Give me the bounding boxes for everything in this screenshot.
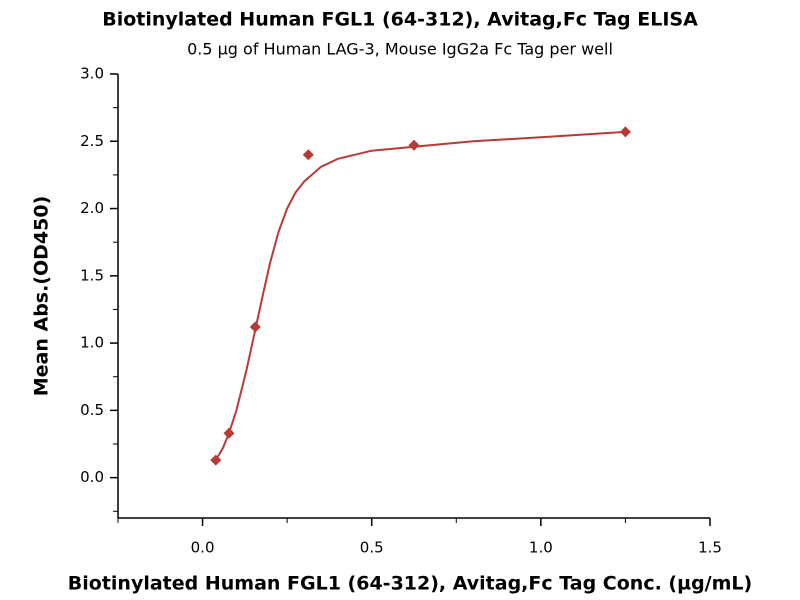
x-tick-label: 1.5 [698, 539, 722, 557]
y-tick-label: 1.0 [80, 334, 104, 352]
data-point [302, 149, 314, 161]
y-tick-label: 0.0 [80, 468, 104, 486]
x-tick-label: 0.5 [360, 539, 384, 557]
data-point [223, 427, 235, 439]
fit-curve [214, 130, 626, 461]
y-tick-label: 3.0 [80, 65, 104, 83]
y-tick-label: 1.5 [80, 266, 104, 284]
chart-subtitle: 0.5 µg of Human LAG-3, Mouse IgG2a Fc Ta… [187, 40, 613, 59]
data-point [408, 139, 420, 151]
data-point [619, 126, 631, 138]
x-tick-label: 1.0 [529, 539, 553, 557]
y-tick-label: 0.5 [80, 401, 104, 419]
x-tick-label: 0.0 [191, 539, 215, 557]
y-tick-label: 2.0 [80, 199, 104, 217]
chart-title: Biotinylated Human FGL1 (64-312), Avitag… [102, 9, 698, 31]
x-axis-label: Biotinylated Human FGL1 (64-312), Avitag… [68, 573, 752, 595]
y-tick-label: 2.5 [80, 132, 104, 150]
data-point [210, 454, 222, 466]
data-point [249, 321, 261, 333]
y-axis-label: Mean Abs.(OD450) [31, 196, 53, 397]
